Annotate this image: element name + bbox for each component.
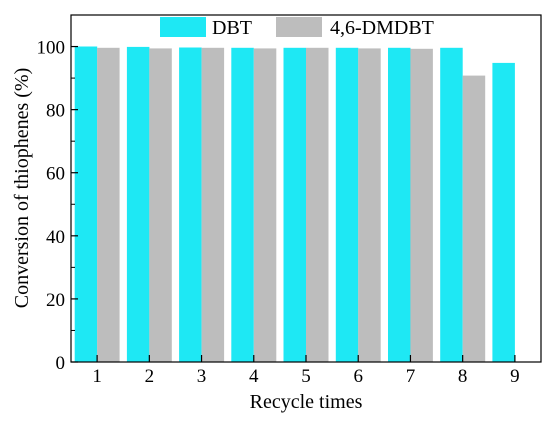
x-tick-label: 7	[406, 366, 416, 387]
legend-swatch-dbt	[160, 17, 206, 37]
bar-dbt-4	[231, 47, 254, 363]
y-tick-label: 80	[46, 101, 65, 122]
x-tick-label: 5	[301, 366, 311, 387]
x-tick-label: 3	[197, 366, 207, 387]
x-tick-label: 2	[145, 366, 155, 387]
bar-4-6-dmdbt-2	[149, 48, 172, 363]
bar-dbt-9	[492, 62, 515, 363]
bar-4-6-dmdbt-4	[253, 48, 277, 363]
bar-dbt-1	[74, 46, 98, 362]
bar-dbt-7	[388, 47, 411, 363]
legend-label-dbt: DBT	[212, 17, 252, 39]
legend: DBT 4,6-DMDBT	[160, 17, 434, 39]
legend-label-4-6-dmdbt: 4,6-DMDBT	[330, 17, 434, 39]
bar-4-6-dmdbt-8	[462, 75, 486, 362]
bar-4-6-dmdbt-1	[97, 47, 120, 363]
bar-4-6-dmdbt-7	[410, 48, 433, 363]
y-tick-label: 40	[46, 227, 65, 248]
bars-layer	[74, 46, 515, 363]
bar-4-6-dmdbt-3	[201, 47, 225, 363]
y-tick-label: 0	[56, 353, 66, 374]
x-tick-label: 9	[510, 366, 520, 387]
x-tick-label: 8	[458, 366, 468, 387]
legend-swatch-4-6-dmdbt	[276, 17, 322, 37]
bar-dbt-8	[440, 47, 463, 363]
bar-dbt-3	[179, 47, 202, 362]
x-axis-title: Recycle times	[250, 391, 363, 413]
bar-4-6-dmdbt-6	[358, 48, 381, 363]
y-axis-title: Conversion of thiophenes (%)	[11, 68, 33, 309]
bar-dbt-6	[335, 47, 359, 363]
x-axis: 1 2 3 4 5 6 7 8 9	[92, 355, 520, 387]
y-axis: 0 20 40 60 80 100	[37, 38, 78, 374]
x-tick-label: 6	[353, 366, 363, 387]
bar-dbt-5	[283, 47, 306, 363]
x-tick-label: 1	[92, 366, 102, 387]
y-tick-label: 20	[46, 290, 65, 311]
bar-4-6-dmdbt-5	[306, 47, 329, 363]
x-tick-label: 4	[249, 366, 259, 387]
bar-dbt-2	[126, 46, 150, 363]
y-tick-label: 60	[46, 164, 65, 185]
y-tick-label: 100	[37, 38, 66, 59]
